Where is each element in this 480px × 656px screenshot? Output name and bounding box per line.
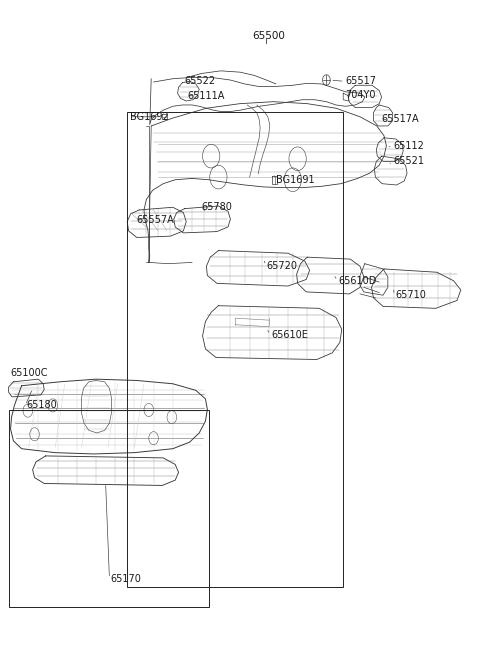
Text: 65100C: 65100C (11, 367, 48, 378)
Text: 65111A: 65111A (187, 91, 225, 102)
Text: 65170: 65170 (110, 573, 141, 584)
Text: 65500: 65500 (252, 31, 285, 41)
Text: 65517A: 65517A (382, 114, 419, 125)
Bar (127, 112, 343, 587)
Text: 704Y0: 704Y0 (346, 90, 376, 100)
Text: BG1691: BG1691 (276, 174, 314, 185)
Text: 65610E: 65610E (271, 329, 308, 340)
Text: BG1692: BG1692 (130, 112, 168, 122)
Text: 65112: 65112 (394, 140, 424, 151)
Text: 65521: 65521 (394, 156, 425, 167)
Text: 65557A: 65557A (137, 215, 175, 226)
Text: 65610D: 65610D (338, 276, 377, 286)
Text: 65710: 65710 (395, 290, 426, 300)
Text: 65780: 65780 (202, 201, 232, 212)
Text: 65517: 65517 (346, 76, 377, 87)
Text: 65720: 65720 (266, 260, 298, 271)
Text: 65522: 65522 (185, 76, 216, 87)
Bar (9, 410, 209, 607)
Text: 65180: 65180 (26, 400, 57, 411)
